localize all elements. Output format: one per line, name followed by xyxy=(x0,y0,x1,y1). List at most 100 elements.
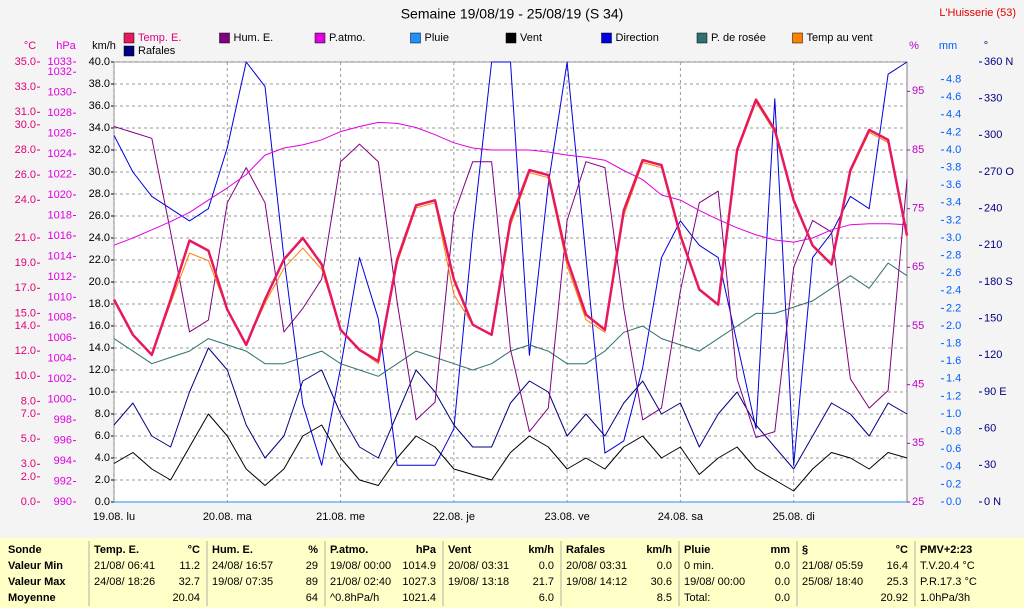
cell-label: 19/08/ 00:00 xyxy=(684,576,745,588)
cell-value: 0.0 xyxy=(775,560,790,572)
y-tick-label: 26.0 xyxy=(89,210,110,222)
y-tick-label: 300 xyxy=(984,129,1002,141)
y-tick-label: 12.0 xyxy=(89,364,110,376)
series-line xyxy=(113,347,908,470)
x-tick-label: 24.08. sa xyxy=(658,511,704,523)
axis-unit: °C xyxy=(24,40,36,52)
y-tick-label: 10.0 xyxy=(89,386,110,398)
cell-value: 1021.4 xyxy=(402,592,436,604)
series-line xyxy=(113,126,908,438)
cell-value: 0.0 xyxy=(775,592,790,604)
y-tick-label: 1012 xyxy=(48,271,72,283)
y-tick-label: 1004 xyxy=(48,353,72,365)
y-tick-label: 2.8 xyxy=(946,250,961,262)
y-tick-label: 210 xyxy=(984,239,1002,251)
y-tick-label: 0.4 xyxy=(946,461,961,473)
y-tick-label: 17.0 xyxy=(15,282,36,294)
y-tick-label: 15.0 xyxy=(15,307,36,319)
y-tick-label: 1000 xyxy=(48,394,72,406)
x-tick-label: 21.08. me xyxy=(316,511,365,523)
y-tick-label: 1.2 xyxy=(946,390,961,402)
y-tick-label: 0 N xyxy=(984,496,1001,508)
legend-label: P.atmo. xyxy=(329,32,366,44)
legend-label: Direction xyxy=(616,32,659,44)
column-unit: % xyxy=(308,544,318,556)
column-header: Temp. E. xyxy=(94,544,139,556)
y-tick-label: 35 xyxy=(912,437,924,449)
column-header: Pluie xyxy=(684,544,710,556)
cell-label: ^0.8hPa/h xyxy=(330,592,379,604)
cell-value: T.V.20.4 °C xyxy=(920,560,975,572)
y-tick-label: 4.8 xyxy=(946,74,961,86)
y-tick-label: 30.0 xyxy=(15,119,36,131)
y-tick-label: 20.0 xyxy=(89,276,110,288)
axis-unit: mm xyxy=(939,40,957,52)
y-tick-label: 1002 xyxy=(48,373,72,385)
y-tick-label: 4.0 xyxy=(946,144,961,156)
y-tick-label: 990 xyxy=(54,496,72,508)
column-header: PMV+2:23 xyxy=(920,544,972,556)
cell-label: 19/08/ 13:18 xyxy=(448,576,509,588)
y-tick-label: 0.0 xyxy=(946,496,961,508)
y-tick-label: 95 xyxy=(912,85,924,97)
column-header: Rafales xyxy=(566,544,605,556)
y-tick-label: 25 xyxy=(912,496,924,508)
y-tick-label: 35.0 xyxy=(15,56,36,68)
y-tick-label: 2.2 xyxy=(946,302,961,314)
cell-value: 1014.9 xyxy=(402,560,436,572)
y-tick-label: 55 xyxy=(912,320,924,332)
cell-label: 25/08/ 18:40 xyxy=(802,576,863,588)
y-tick-label: 38.0 xyxy=(89,78,110,90)
cell-value: 0.0 xyxy=(775,576,790,588)
y-tick-label: 7.0 xyxy=(21,408,36,420)
series-line xyxy=(112,98,909,363)
cell-label: 24/08/ 16:57 xyxy=(212,560,273,572)
y-tick-label: 28.0 xyxy=(15,144,36,156)
series-line xyxy=(113,413,908,492)
row-label: Valeur Min xyxy=(8,560,63,572)
y-tick-label: 12.0 xyxy=(15,345,36,357)
x-tick-label: 25.08. di xyxy=(773,511,815,523)
y-tick-label: 2.0 xyxy=(21,471,36,483)
cell-value: 1.0hPa/3h xyxy=(920,592,970,604)
row-label: Valeur Max xyxy=(8,576,66,588)
y-tick-label: 0.2 xyxy=(946,478,961,490)
y-tick-label: 1024 xyxy=(48,148,72,160)
y-tick-label: 16.0 xyxy=(89,320,110,332)
y-tick-label: 22.0 xyxy=(89,254,110,266)
y-tick-label: 26.0 xyxy=(15,169,36,181)
summary-background xyxy=(0,538,1024,608)
y-tick-label: 1.4 xyxy=(946,373,961,385)
y-tick-label: 45 xyxy=(912,379,924,391)
column-unit: km/h xyxy=(528,544,554,556)
column-header: Vent xyxy=(448,544,472,556)
y-tick-label: 360 N xyxy=(984,56,1013,68)
y-tick-label: 90 E xyxy=(984,386,1007,398)
y-tick-label: 4.6 xyxy=(946,91,961,103)
cell-value: P.R.17.3 °C xyxy=(920,576,977,588)
y-tick-label: 1.0 xyxy=(946,408,961,420)
cell-value: 16.4 xyxy=(887,560,908,572)
y-tick-label: 0.6 xyxy=(946,443,961,455)
cell-label: 24/08/ 18:26 xyxy=(94,576,155,588)
y-tick-label: 992 xyxy=(54,475,72,487)
column-unit: mm xyxy=(770,544,790,556)
y-tick-label: 1006 xyxy=(48,332,72,344)
column-header: § xyxy=(802,544,808,556)
y-tick-label: 5.0 xyxy=(21,433,36,445)
station-name: L'Huisserie (53) xyxy=(939,7,1016,19)
y-tick-label: 3.4 xyxy=(946,197,961,209)
y-tick-label: 2.6 xyxy=(946,267,961,279)
cell-label: 0 min. xyxy=(684,560,714,572)
x-tick-label: 20.08. ma xyxy=(203,511,253,523)
cell-value: 20.92 xyxy=(880,592,908,604)
legend-swatch xyxy=(219,32,230,44)
y-tick-label: 40.0 xyxy=(89,56,110,68)
y-tick-label: 1014 xyxy=(48,250,72,262)
y-tick-label: 3.8 xyxy=(946,162,961,174)
cell-value: 8.5 xyxy=(657,592,672,604)
y-tick-label: 998 xyxy=(54,414,72,426)
y-tick-label: 6.0 xyxy=(95,430,110,442)
cell-label: Total: xyxy=(684,592,710,604)
